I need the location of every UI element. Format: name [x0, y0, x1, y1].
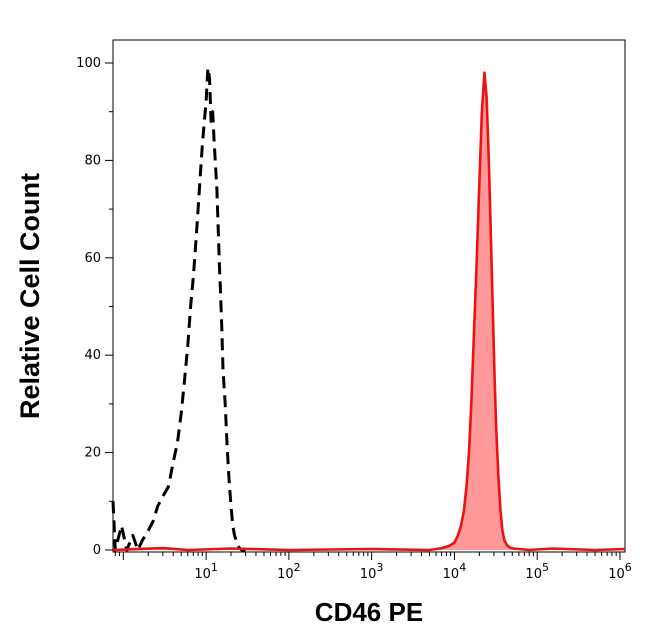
x-tick-label: 103	[360, 561, 384, 582]
x-tick-label: 102	[277, 561, 301, 582]
series-line-1	[112, 71, 626, 552]
x-tick-base: 10	[608, 567, 625, 582]
y-tick-label: 40	[84, 348, 101, 363]
x-tick-exponent: 3	[376, 561, 383, 574]
x-tick-base: 10	[277, 567, 294, 582]
x-tick-label: 104	[443, 561, 467, 582]
x-tick-label: 106	[608, 561, 632, 582]
x-tick-exponent: 5	[542, 561, 549, 574]
x-tick-base: 10	[443, 567, 460, 582]
x-tick-exponent: 6	[625, 561, 632, 574]
series-line-0	[111, 66, 246, 552]
y-tick-label: 80	[84, 153, 101, 168]
y-tick-label: 20	[84, 446, 101, 461]
plot-frame	[112, 39, 626, 553]
x-ticks: 101 102 103 104 105 106	[114, 552, 632, 582]
y-axis-title: Relative Cell Count	[15, 173, 45, 419]
x-axis-title: CD46 PE	[315, 597, 423, 627]
x-tick-exponent: 2	[294, 561, 301, 574]
x-tick-label: 101	[194, 561, 218, 582]
x-tick-label: 105	[525, 561, 549, 582]
x-tick-base: 10	[360, 567, 377, 582]
series-layer	[111, 66, 626, 552]
x-tick-exponent: 4	[459, 561, 466, 574]
y-major-ticks: 0 20 40 60 80 100	[76, 56, 113, 558]
y-tick-label: 60	[84, 251, 101, 266]
x-tick-base: 10	[525, 567, 542, 582]
series-fill-1	[113, 72, 625, 550]
y-minor-ticks	[109, 111, 113, 502]
x-tick-base: 10	[194, 567, 211, 582]
x-tick-exponent: 1	[211, 561, 218, 574]
y-tick-label: 100	[76, 56, 101, 71]
y-tick-label: 0	[93, 543, 101, 558]
